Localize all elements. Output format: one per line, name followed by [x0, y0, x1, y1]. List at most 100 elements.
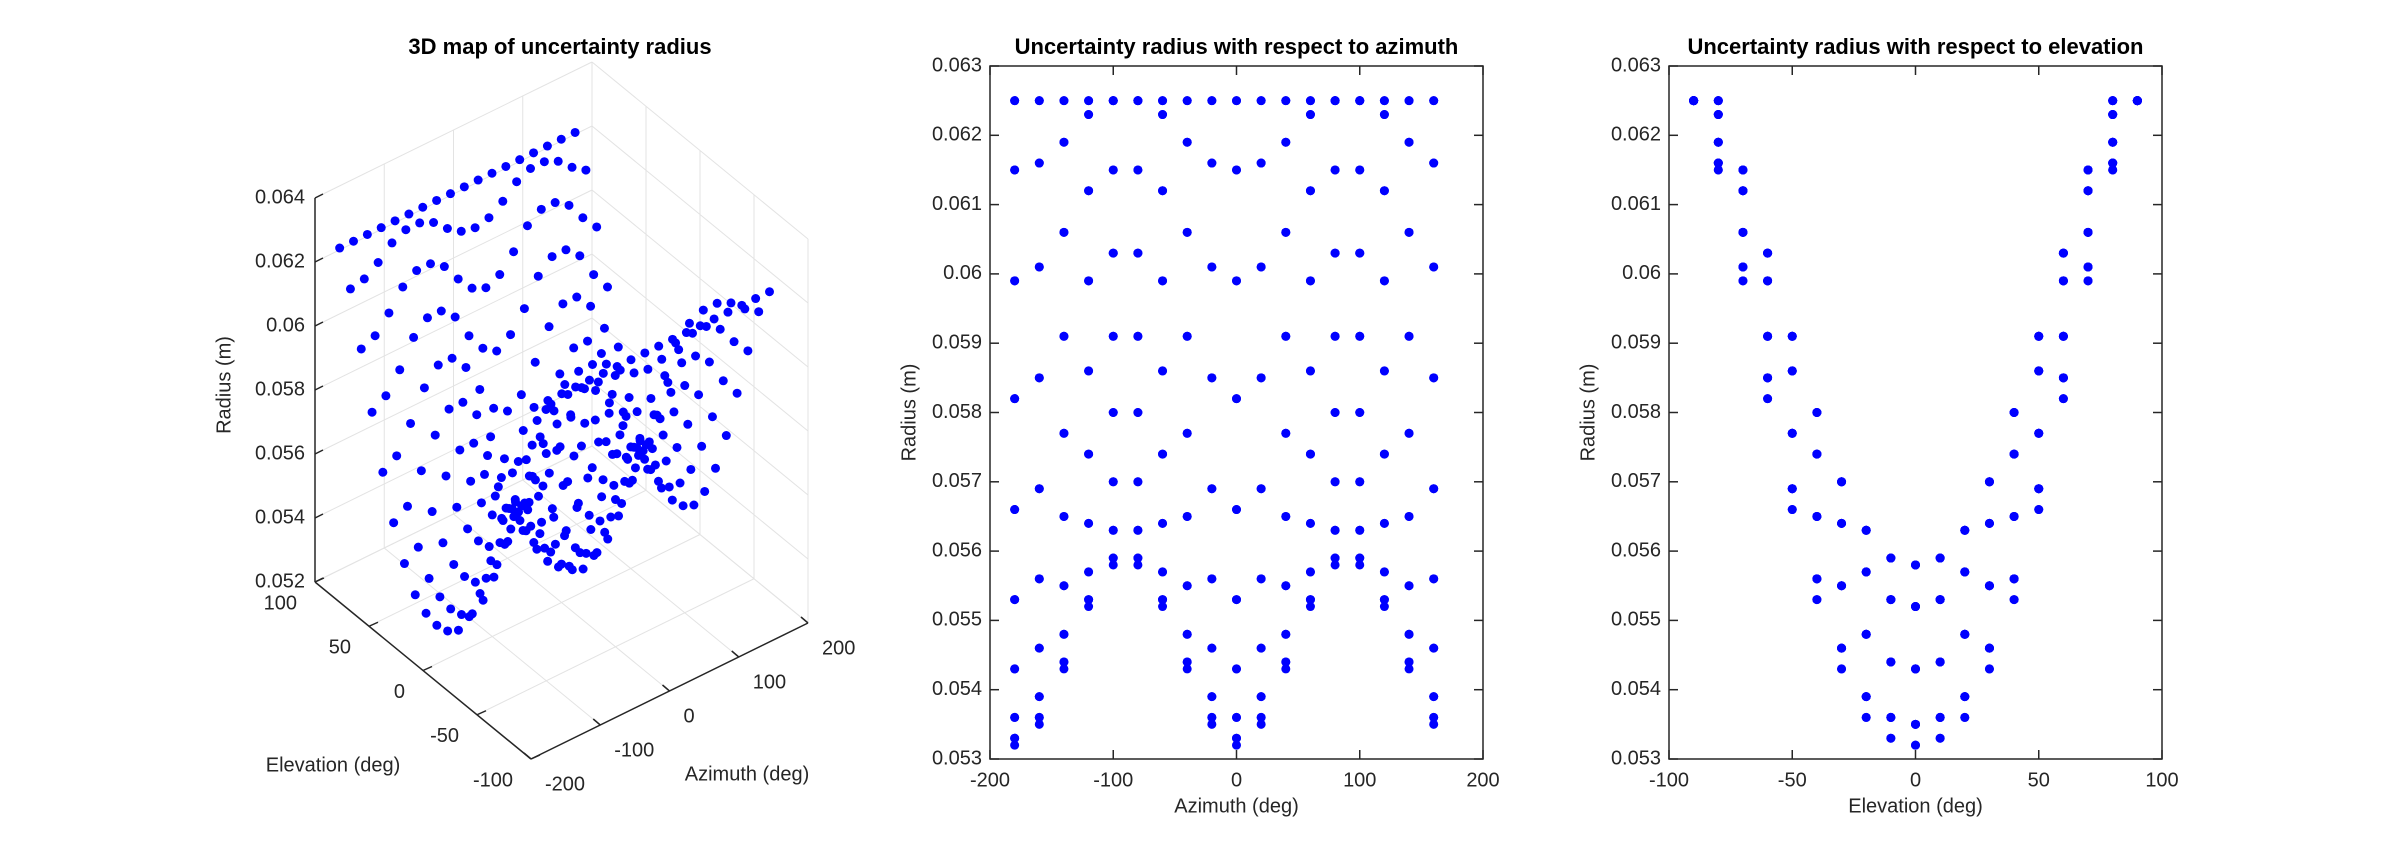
grid-line	[314, 317, 593, 455]
data-point	[711, 463, 720, 473]
data-point	[1861, 712, 1871, 722]
data-point	[1330, 560, 1340, 570]
data-point	[1812, 449, 1822, 459]
data-point	[1207, 643, 1217, 653]
y-tick-label: 0.062	[1611, 124, 1661, 146]
data-point	[472, 410, 482, 420]
x-tick-label: -200	[970, 769, 1010, 791]
data-point	[1861, 629, 1871, 639]
data-point	[718, 376, 728, 386]
data-point	[1059, 227, 1069, 237]
data-point	[1763, 276, 1773, 286]
data-point	[1738, 165, 1748, 175]
data-point	[1158, 567, 1168, 577]
data-point	[1084, 110, 1094, 120]
data-point	[1379, 96, 1389, 106]
data-point	[381, 391, 391, 401]
data-point	[624, 393, 634, 402]
z-tick	[314, 513, 324, 519]
data-point	[522, 221, 532, 231]
data-point	[478, 595, 488, 605]
y-tick-label: 100	[264, 592, 297, 614]
data-point	[1256, 262, 1266, 272]
data-point	[498, 516, 508, 526]
data-point	[653, 476, 663, 486]
data-point	[1256, 484, 1266, 494]
data-point	[1911, 560, 1920, 570]
y-tick-label: 0.053	[1611, 747, 1661, 769]
data-point	[1379, 602, 1389, 612]
data-point	[427, 507, 437, 517]
data-point	[2083, 165, 2093, 175]
data-point	[1812, 511, 1822, 521]
data-point	[1787, 331, 1797, 341]
data-point	[1133, 477, 1143, 487]
data-point	[489, 403, 499, 413]
data-point	[586, 301, 596, 311]
data-point	[1108, 525, 1118, 535]
data-point	[458, 397, 468, 407]
data-point	[539, 157, 549, 167]
data-point	[580, 418, 590, 428]
data-point	[492, 560, 502, 570]
data-point	[1429, 262, 1439, 272]
data-point	[2108, 137, 2118, 147]
grid-line	[314, 61, 593, 199]
data-point	[680, 381, 690, 391]
data-point	[470, 577, 480, 587]
data-point	[664, 482, 674, 492]
data-point	[743, 346, 753, 356]
data-point	[2083, 227, 2093, 237]
data-point	[1911, 740, 1920, 750]
data-point	[533, 271, 543, 281]
data-point	[578, 564, 588, 574]
data-point	[1812, 574, 1822, 584]
data-point	[1886, 712, 1896, 722]
data-point	[2009, 449, 2019, 459]
data-point	[384, 308, 394, 318]
data-point	[1763, 373, 1773, 383]
data-point	[635, 433, 645, 443]
data-point	[678, 501, 688, 511]
data-point	[1429, 574, 1439, 584]
data-point	[1207, 96, 1217, 106]
data-point	[632, 443, 642, 453]
data-point	[597, 492, 607, 502]
data-point	[1232, 595, 1241, 605]
data-point	[1379, 518, 1389, 528]
z-tick-label: 0.054	[255, 506, 305, 528]
data-point	[1911, 664, 1920, 674]
data-point	[1763, 331, 1773, 341]
y-tick-label: 0.059	[1611, 331, 1661, 353]
y-tick-label: 0.055	[1611, 609, 1661, 631]
data-point	[1010, 394, 1020, 404]
data-point	[603, 282, 612, 292]
data-point	[518, 426, 528, 435]
data-point	[630, 463, 640, 473]
data-point	[1158, 186, 1168, 196]
data-point	[389, 518, 399, 528]
data-point	[523, 505, 533, 515]
data-point	[1034, 373, 1044, 383]
y-axis-label: Radius (m)	[898, 364, 920, 462]
data-point	[392, 451, 402, 461]
data-point	[455, 445, 465, 455]
data-point	[560, 380, 570, 389]
data-point	[599, 323, 609, 333]
data-point	[1108, 96, 1118, 106]
data-point	[495, 538, 505, 548]
x-tick-label: 200	[822, 637, 855, 659]
data-point	[456, 226, 466, 236]
data-point	[387, 238, 397, 248]
data-point	[612, 449, 622, 459]
data-point	[1429, 158, 1439, 168]
data-point	[1886, 733, 1896, 743]
data-point	[484, 542, 494, 552]
data-point	[1084, 602, 1094, 612]
data-point	[430, 430, 440, 440]
data-point	[486, 432, 496, 442]
data-point	[709, 314, 719, 324]
data-point	[519, 304, 529, 314]
data-point	[627, 475, 637, 485]
data-point	[404, 209, 414, 219]
